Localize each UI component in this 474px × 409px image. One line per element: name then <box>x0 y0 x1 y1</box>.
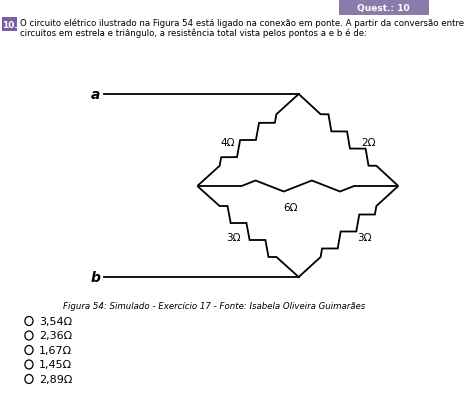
Text: 2,36Ω: 2,36Ω <box>39 331 72 341</box>
Text: 2Ω: 2Ω <box>361 138 376 148</box>
Text: b: b <box>91 270 100 284</box>
Text: 3,54Ω: 3,54Ω <box>39 316 72 326</box>
Text: 1,45Ω: 1,45Ω <box>39 360 72 370</box>
Bar <box>338 0 429 16</box>
Bar <box>2 18 17 32</box>
Text: 6Ω: 6Ω <box>283 202 298 213</box>
Text: O circuito elétrico ilustrado na Figura 54 está ligado na conexão em ponte. A pa: O circuito elétrico ilustrado na Figura … <box>20 18 464 38</box>
Circle shape <box>25 317 33 326</box>
Circle shape <box>25 331 33 340</box>
Text: Figura 54: Simulado - Exercício 17 - Fonte: Isabela Oliveira Guimarães: Figura 54: Simulado - Exercício 17 - Fon… <box>64 301 365 310</box>
Circle shape <box>25 375 33 384</box>
Text: 4Ω: 4Ω <box>221 138 236 148</box>
Text: Quest.: 10: Quest.: 10 <box>357 4 410 12</box>
Text: 2,89Ω: 2,89Ω <box>39 374 73 384</box>
Text: 3Ω: 3Ω <box>357 233 372 243</box>
Text: a: a <box>91 88 100 102</box>
Text: 10.: 10. <box>1 20 18 29</box>
Circle shape <box>25 346 33 355</box>
Circle shape <box>25 360 33 369</box>
Text: 1,67Ω: 1,67Ω <box>39 345 72 355</box>
Text: 3Ω: 3Ω <box>226 233 241 243</box>
